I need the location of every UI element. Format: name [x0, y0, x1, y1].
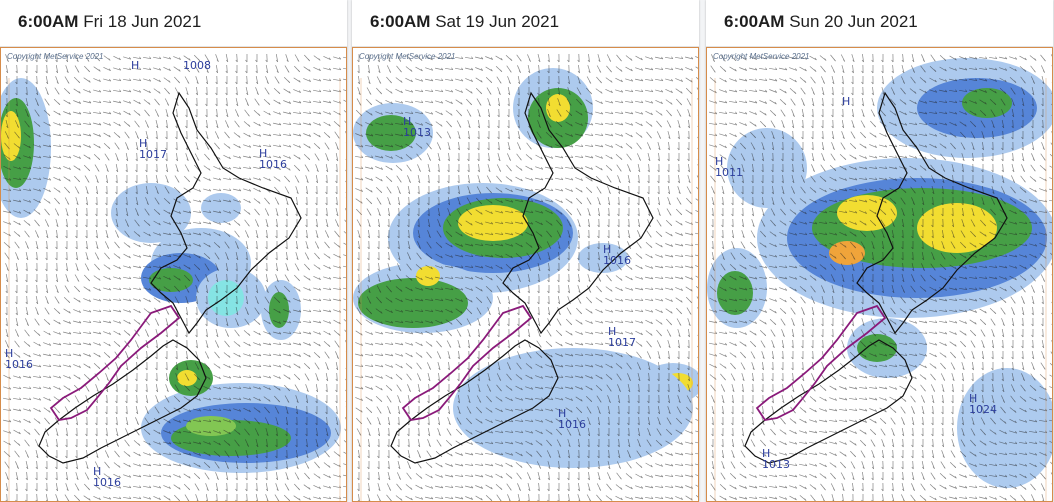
pressure-label: H 1016: [93, 465, 121, 489]
panel-header: 6:00AM Fri 18 Jun 2021: [0, 0, 347, 47]
forecast-panel-sat[interactable]: 6:00AM Sat 19 Jun 2021 Copyright MetServ…: [352, 0, 699, 502]
pressure-label: H 1016: [558, 407, 586, 431]
map-copyright: Copyright MetService 2021: [7, 52, 104, 61]
panel-title: 6:00AM Sat 19 Jun 2021: [370, 12, 559, 32]
rain-map-image: [353, 48, 698, 501]
pressure-label: H 1016: [603, 243, 631, 267]
panel-title: 6:00AM Sun 20 Jun 2021: [724, 12, 918, 32]
panel-header: 6:00AM Sat 19 Jun 2021: [352, 0, 699, 47]
panel-title: 6:00AM Fri 18 Jun 2021: [18, 12, 201, 32]
pressure-label: H 1017: [608, 325, 636, 349]
pressure-label: H: [842, 95, 851, 108]
forecast-panel-sun[interactable]: 6:00AM Sun 20 Jun 2021 Copyright MetServ…: [706, 0, 1053, 502]
pressure-label: H 1024: [969, 392, 997, 416]
pressure-label: H 1013: [762, 447, 790, 471]
pressure-label: H 1013: [403, 115, 431, 139]
pressure-label: H 1016: [5, 347, 33, 371]
pressure-label: H: [131, 59, 140, 72]
pressure-label: H 1011: [715, 155, 743, 179]
pressure-label: H 1016: [259, 147, 287, 171]
forecast-date: Sat 19 Jun 2021: [435, 12, 560, 31]
forecast-panel-fri[interactable]: 6:00AM Fri 18 Jun 2021 Copyright MetServ…: [0, 0, 347, 502]
rain-map[interactable]: Copyright MetService 2021 H 1008 H 1017 H…: [0, 47, 347, 502]
forecast-time: 6:00AM: [18, 12, 79, 31]
pressure-label: H 1017: [139, 137, 167, 161]
rain-map-image: [1, 48, 346, 501]
forecast-time: 6:00AM: [724, 12, 785, 31]
map-copyright: Copyright MetService 2021: [359, 52, 456, 61]
rain-map-image: [707, 48, 1052, 501]
forecast-time: 6:00AM: [370, 12, 431, 31]
rain-map[interactable]: Copyright MetService 2021 H H 1011 H 1024 …: [706, 47, 1053, 502]
pressure-label: 1008: [183, 59, 211, 72]
panel-header: 6:00AM Sun 20 Jun 2021: [706, 0, 1053, 47]
map-copyright: Copyright MetService 2021: [713, 52, 810, 61]
forecast-date: Fri 18 Jun 2021: [83, 12, 202, 31]
forecast-date: Sun 20 Jun 2021: [789, 12, 918, 31]
